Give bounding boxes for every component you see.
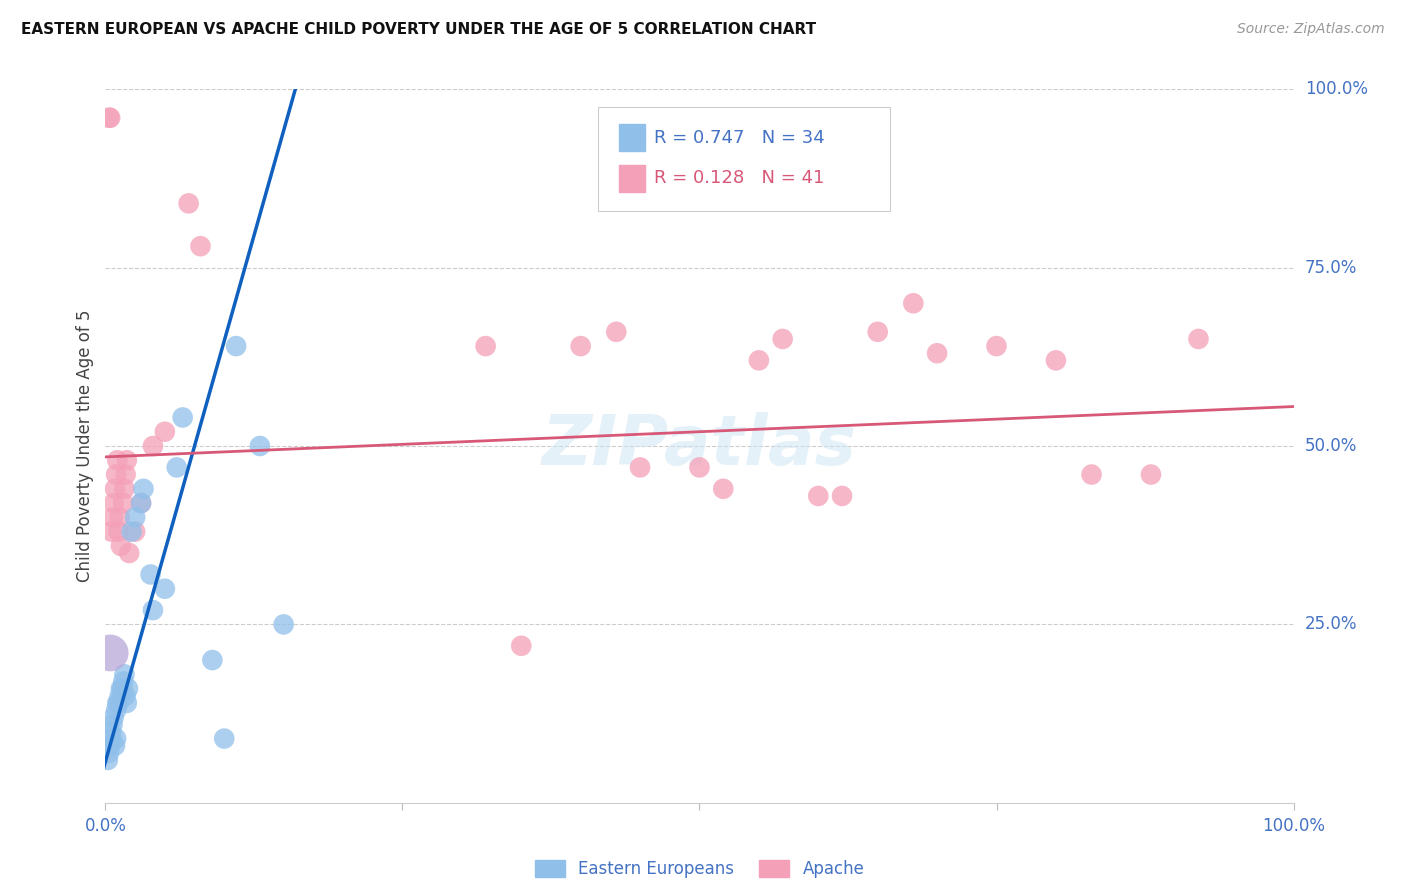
- Bar: [619, 124, 645, 152]
- Point: [605, 325, 627, 339]
- Point: [925, 346, 948, 360]
- Point: [114, 467, 136, 482]
- FancyBboxPatch shape: [599, 107, 890, 211]
- Point: [115, 696, 138, 710]
- Point: [114, 667, 136, 681]
- Point: [225, 339, 247, 353]
- Text: 50.0%: 50.0%: [1305, 437, 1357, 455]
- Point: [807, 489, 830, 503]
- Point: [98, 739, 121, 753]
- Point: [108, 689, 131, 703]
- Point: [105, 696, 128, 710]
- Point: [111, 681, 134, 696]
- Point: [107, 696, 129, 710]
- Point: [474, 339, 496, 353]
- Point: [101, 717, 124, 731]
- Y-axis label: Child Poverty Under the Age of 5: Child Poverty Under the Age of 5: [76, 310, 94, 582]
- Point: [172, 410, 194, 425]
- Text: ZIPatlas: ZIPatlas: [541, 412, 858, 480]
- Point: [124, 524, 146, 539]
- Point: [112, 496, 135, 510]
- Point: [201, 653, 224, 667]
- Point: [115, 453, 138, 467]
- Point: [105, 453, 128, 467]
- Point: [108, 510, 131, 524]
- Point: [114, 482, 136, 496]
- Point: [105, 731, 128, 746]
- Point: [100, 724, 122, 739]
- Point: [97, 753, 120, 767]
- Text: 100.0%: 100.0%: [1305, 80, 1368, 98]
- Point: [98, 746, 121, 760]
- Point: [112, 674, 135, 689]
- Point: [98, 111, 121, 125]
- Point: [249, 439, 271, 453]
- Point: [831, 489, 853, 503]
- Legend: Eastern Europeans, Apache: Eastern Europeans, Apache: [529, 854, 870, 885]
- Point: [142, 603, 165, 617]
- Point: [711, 482, 734, 496]
- Text: R = 0.747   N = 34: R = 0.747 N = 34: [654, 128, 825, 146]
- Point: [104, 482, 127, 496]
- Point: [166, 460, 188, 475]
- Point: [689, 460, 711, 475]
- Point: [100, 524, 122, 539]
- Point: [569, 339, 592, 353]
- Point: [103, 496, 125, 510]
- Point: [129, 496, 152, 510]
- Point: [772, 332, 794, 346]
- Text: 75.0%: 75.0%: [1305, 259, 1357, 277]
- Point: [177, 196, 200, 211]
- Point: [98, 646, 121, 660]
- Point: [129, 496, 152, 510]
- Point: [866, 325, 889, 339]
- Point: [1080, 467, 1102, 482]
- Bar: [619, 165, 645, 192]
- Point: [628, 460, 651, 475]
- Point: [114, 689, 136, 703]
- Point: [510, 639, 533, 653]
- Point: [132, 482, 155, 496]
- Point: [98, 111, 121, 125]
- Point: [748, 353, 770, 368]
- Point: [986, 339, 1008, 353]
- Point: [190, 239, 212, 253]
- Point: [1045, 353, 1067, 368]
- Point: [117, 681, 139, 696]
- Point: [103, 710, 125, 724]
- Point: [139, 567, 162, 582]
- Point: [118, 546, 141, 560]
- Point: [124, 510, 146, 524]
- Point: [1140, 467, 1163, 482]
- Text: EASTERN EUROPEAN VS APACHE CHILD POVERTY UNDER THE AGE OF 5 CORRELATION CHART: EASTERN EUROPEAN VS APACHE CHILD POVERTY…: [21, 22, 817, 37]
- Point: [903, 296, 925, 310]
- Point: [153, 425, 176, 439]
- Point: [105, 467, 128, 482]
- Point: [142, 439, 165, 453]
- Point: [273, 617, 295, 632]
- Text: R = 0.128   N = 41: R = 0.128 N = 41: [654, 169, 825, 187]
- Text: 25.0%: 25.0%: [1305, 615, 1357, 633]
- Text: Source: ZipAtlas.com: Source: ZipAtlas.com: [1237, 22, 1385, 37]
- Point: [110, 539, 132, 553]
- Point: [121, 524, 143, 539]
- Point: [107, 524, 129, 539]
- Point: [105, 703, 128, 717]
- Point: [153, 582, 176, 596]
- Point: [110, 681, 132, 696]
- Point: [101, 510, 124, 524]
- Point: [214, 731, 236, 746]
- Point: [1187, 332, 1209, 346]
- Point: [104, 739, 127, 753]
- Point: [100, 731, 122, 746]
